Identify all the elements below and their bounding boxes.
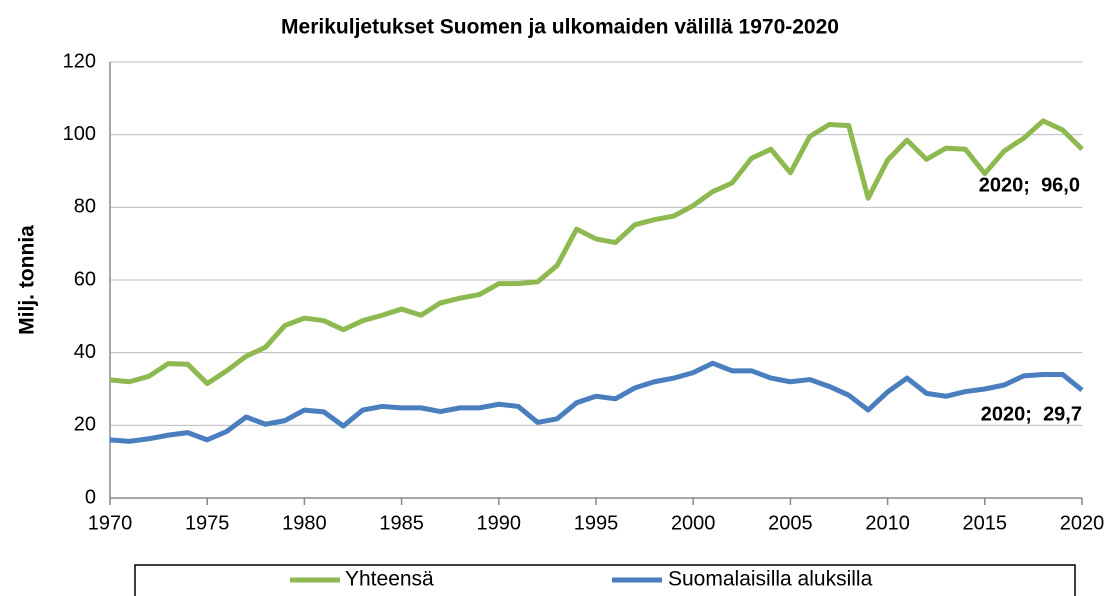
series-line [109, 118, 1084, 387]
x-tick-label: 2015 [963, 512, 1008, 534]
x-tick-label: 1985 [379, 512, 424, 534]
annotation: 2020; 29,7 [981, 403, 1082, 425]
x-tick-label: 1975 [185, 512, 230, 534]
legend-label: Yhteensä [345, 568, 434, 591]
y-tick-label: 120 [63, 50, 96, 72]
x-tick-label: 1990 [477, 512, 522, 534]
y-tick-label: 20 [74, 414, 96, 436]
y-tick-label: 60 [74, 268, 96, 290]
x-tick-label: 2000 [671, 512, 716, 534]
y-tick-label: 80 [74, 196, 96, 218]
x-tick-label: 2020 [1060, 512, 1105, 534]
x-tick-label: 1970 [88, 512, 133, 534]
y-tick-label: 40 [74, 341, 96, 363]
series-line [109, 360, 1084, 444]
y-tick-label: 100 [63, 123, 96, 145]
annotation: 2020; 96,0 [979, 174, 1080, 196]
x-tick-label: 2010 [865, 512, 910, 534]
legend-box [134, 564, 1076, 596]
chart-title: Merikuljetukset Suomen ja ulkomaiden väl… [281, 16, 839, 39]
legend-label: Suomalaisilla aluksilla [668, 568, 873, 591]
y-tick-label: 0 [85, 486, 96, 508]
x-tick-label: 2005 [768, 512, 813, 534]
x-tick-label: 1995 [574, 512, 619, 534]
x-tick-label: 1980 [282, 512, 327, 534]
y-axis-label: Milj. tonnia [16, 225, 39, 335]
